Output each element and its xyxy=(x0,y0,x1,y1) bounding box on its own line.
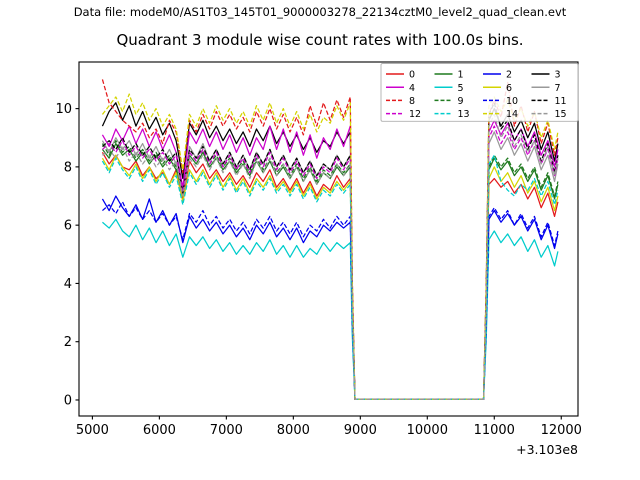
legend-label-3: 3 xyxy=(555,70,561,81)
x-tick-label: 11000 xyxy=(474,423,515,438)
legend-item-3[interactable]: 3 xyxy=(531,70,561,81)
legend-item-0[interactable]: 0 xyxy=(386,70,415,81)
legend-label-1: 1 xyxy=(458,70,464,81)
x-tick-label: 8000 xyxy=(277,423,310,438)
x-tick-label: 5000 xyxy=(76,423,109,438)
axes-frame xyxy=(78,61,579,417)
legend-label-7: 7 xyxy=(555,83,561,94)
y-tick-label: 10 xyxy=(55,102,72,117)
y-tick-label: 8 xyxy=(64,160,72,175)
legend-label-8: 8 xyxy=(409,96,415,107)
x-axis-offset-text: +3.103e8 xyxy=(516,442,578,457)
y-axis-ticks: 0 2 4 6 8 10 xyxy=(55,102,79,408)
series-line-5 xyxy=(102,218,559,401)
series-layer xyxy=(101,79,559,401)
legend-item-6[interactable]: 6 xyxy=(483,83,512,94)
legend-label-6: 6 xyxy=(506,83,512,94)
series-line-6 xyxy=(101,154,559,401)
legend-item-14[interactable]: 14 xyxy=(483,109,518,120)
series-line-9 xyxy=(101,140,559,401)
legend-item-9[interactable]: 9 xyxy=(434,96,464,107)
x-tick-label: 10000 xyxy=(407,423,448,438)
legend-label-9: 9 xyxy=(458,96,464,107)
y-tick-label: 4 xyxy=(64,277,72,292)
legend-item-7[interactable]: 7 xyxy=(531,83,561,94)
legend-item-10[interactable]: 10 xyxy=(483,96,518,107)
x-offset-label: +3.103e8 xyxy=(516,442,578,457)
legend-label-4: 4 xyxy=(409,83,415,94)
series-line-12 xyxy=(102,125,559,401)
legend-label-10: 10 xyxy=(506,96,518,107)
figure-suptitle: Data file: modeM0/AS1T03_145T01_90000032… xyxy=(73,5,567,19)
legend-label-2: 2 xyxy=(506,70,512,81)
legend-item-13[interactable]: 13 xyxy=(434,109,470,120)
legend-label-5: 5 xyxy=(458,83,464,94)
axes-spines xyxy=(78,61,579,417)
legend-label-12: 12 xyxy=(409,109,421,120)
legend-item-4[interactable]: 4 xyxy=(386,83,415,94)
series-line-1 xyxy=(101,142,559,401)
legend-frame xyxy=(380,63,579,122)
x-axis-ticks: 5000 6000 7000 8000 9000 10000 11000 12000 xyxy=(76,416,582,438)
legend-label-14: 14 xyxy=(506,109,518,120)
series-line-14 xyxy=(101,93,559,401)
series-line-7 xyxy=(101,131,559,401)
x-tick-label: 12000 xyxy=(541,423,582,438)
series-line-4 xyxy=(101,119,559,401)
x-tick-label: 7000 xyxy=(210,423,243,438)
series-line-10 xyxy=(102,201,559,401)
legend-label-13: 13 xyxy=(458,109,470,120)
legend-item-11[interactable]: 11 xyxy=(531,96,567,107)
legend-label-0: 0 xyxy=(409,70,415,81)
legend-item-15[interactable]: 15 xyxy=(531,109,567,120)
series-line-11 xyxy=(102,102,559,401)
x-tick-label: 6000 xyxy=(143,423,176,438)
series-line-2 xyxy=(101,195,559,401)
legend-item-2[interactable]: 2 xyxy=(483,70,512,81)
legend-item-1[interactable]: 1 xyxy=(434,70,464,81)
y-tick-label: 2 xyxy=(64,335,72,350)
legend-item-5[interactable]: 5 xyxy=(434,83,464,94)
x-tick-label: 9000 xyxy=(344,423,377,438)
series-line-15 xyxy=(102,113,559,401)
legend-label-15: 15 xyxy=(555,109,567,120)
y-tick-label: 0 xyxy=(64,393,72,408)
legend-label-11: 11 xyxy=(555,96,567,107)
series-line-13 xyxy=(101,154,559,401)
y-tick-label: 6 xyxy=(64,219,72,234)
axes-title: Quadrant 3 module wise count rates with … xyxy=(116,31,524,49)
series-line-0 xyxy=(101,152,559,401)
legend-item-12[interactable]: 12 xyxy=(386,109,421,120)
legend-item-8[interactable]: 8 xyxy=(386,96,415,107)
